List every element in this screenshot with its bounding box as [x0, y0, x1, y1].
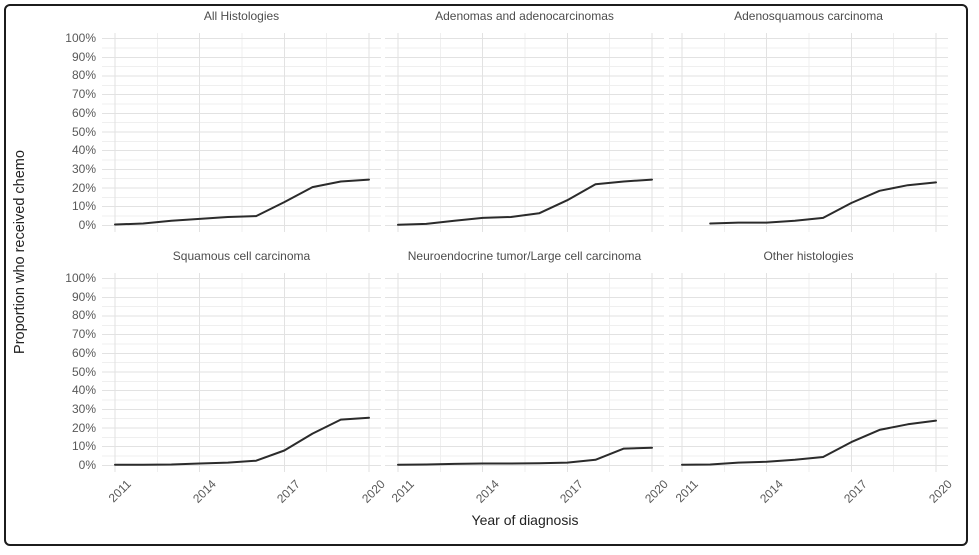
y-tick-label: 50%	[71, 124, 96, 139]
y-tick-label: 30%	[71, 401, 96, 416]
trend-line-squamous-cell-carcinoma	[114, 416, 370, 466]
trend-line-adenomas-and-adenocarcinomas	[397, 178, 653, 226]
x-axis-title: Year of diagnosis	[471, 512, 579, 528]
panel-adenosquamous-carcinoma	[669, 33, 948, 232]
y-tick-label: 20%	[71, 420, 96, 435]
panel-all-histologies	[102, 33, 381, 232]
y-tick-label: 60%	[71, 105, 96, 120]
y-tick-label: 10%	[71, 439, 96, 454]
trend-line-all-histologies	[114, 178, 370, 226]
panel-adenomas-and-adenocarcinomas	[385, 33, 664, 232]
trend-line-other-histologies	[681, 419, 937, 466]
y-tick-label: 60%	[71, 345, 96, 360]
y-tick-label: 20%	[71, 180, 96, 195]
y-tick-label: 90%	[71, 289, 96, 304]
trend-line-neuroendocrine-tumor-large-cell-carcinoma	[397, 446, 653, 466]
facet-title-other-histologies: Other histologies	[763, 249, 854, 263]
panel-other-histologies	[669, 273, 948, 472]
facet-title-neuroendocrine-tumor-large-cell-carcinoma: Neuroendocrine tumor/Large cell carcinom…	[407, 249, 642, 263]
y-tick-label: 70%	[71, 87, 96, 102]
y-tick-label: 0%	[78, 217, 96, 232]
y-tick-label: 40%	[71, 383, 96, 398]
y-tick-label: 80%	[71, 68, 96, 83]
facet-title-adenomas-and-adenocarcinomas: Adenomas and adenocarcinomas	[435, 9, 614, 23]
y-tick-label: 10%	[71, 199, 96, 214]
y-axis-title: Proportion who received chemo	[12, 150, 28, 354]
y-tick-label: 0%	[78, 457, 96, 472]
facet-title-adenosquamous-carcinoma: Adenosquamous carcinoma	[734, 9, 883, 23]
y-tick-label: 70%	[71, 327, 96, 342]
panel-squamous-cell-carcinoma	[102, 273, 381, 472]
y-tick-label: 100%	[65, 271, 96, 286]
y-tick-label: 30%	[71, 161, 96, 176]
y-tick-label: 100%	[65, 31, 96, 46]
y-tick-label: 80%	[71, 308, 96, 323]
facet-title-squamous-cell-carcinoma: Squamous cell carcinoma	[172, 249, 311, 263]
trend-line-adenosquamous-carcinoma	[709, 181, 937, 225]
y-tick-label: 40%	[71, 143, 96, 158]
facet-title-all-histologies: All Histologies	[203, 9, 280, 23]
y-tick-label: 90%	[71, 49, 96, 64]
panel-neuroendocrine-tumor-large-cell-carcinoma	[385, 273, 664, 472]
y-tick-label: 50%	[71, 364, 96, 379]
